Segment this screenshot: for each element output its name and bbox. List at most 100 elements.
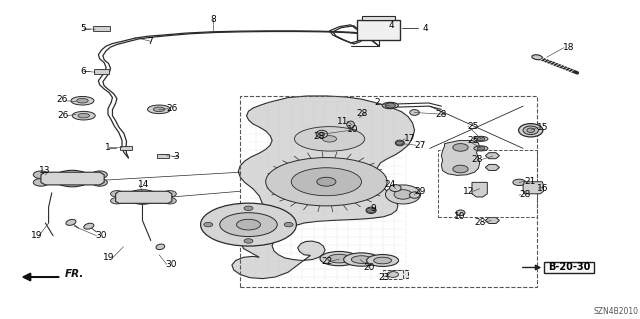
Circle shape <box>453 165 468 173</box>
Ellipse shape <box>266 158 387 206</box>
Text: SZN4B2010: SZN4B2010 <box>593 307 638 316</box>
Ellipse shape <box>366 207 376 213</box>
Ellipse shape <box>396 140 404 146</box>
Polygon shape <box>485 164 499 170</box>
Ellipse shape <box>367 255 399 266</box>
Text: 1: 1 <box>105 143 111 152</box>
Ellipse shape <box>382 102 398 109</box>
Ellipse shape <box>133 193 152 201</box>
Bar <box>390 270 408 278</box>
Circle shape <box>284 222 293 227</box>
Ellipse shape <box>410 110 419 115</box>
Ellipse shape <box>148 105 171 114</box>
Text: 19: 19 <box>31 231 42 240</box>
Text: 2: 2 <box>374 99 380 108</box>
Bar <box>357 20 401 40</box>
Circle shape <box>99 70 105 73</box>
Text: 28: 28 <box>475 218 486 227</box>
Text: 28: 28 <box>519 190 531 199</box>
Ellipse shape <box>532 55 543 60</box>
Text: 25: 25 <box>467 122 478 131</box>
Text: 18: 18 <box>563 43 574 52</box>
Text: 28: 28 <box>436 110 447 119</box>
Ellipse shape <box>71 96 94 105</box>
Text: 9: 9 <box>371 204 376 213</box>
Polygon shape <box>523 182 543 194</box>
Ellipse shape <box>390 185 401 192</box>
Circle shape <box>367 208 376 212</box>
Ellipse shape <box>474 136 488 141</box>
Text: 30: 30 <box>95 231 107 240</box>
Circle shape <box>111 191 124 197</box>
Text: 27: 27 <box>415 141 426 150</box>
Text: 15: 15 <box>537 122 548 132</box>
Text: 26: 26 <box>56 95 68 104</box>
Ellipse shape <box>84 223 94 229</box>
Ellipse shape <box>200 203 296 246</box>
Circle shape <box>33 171 49 179</box>
Circle shape <box>164 191 176 197</box>
Ellipse shape <box>78 113 90 118</box>
Text: 12: 12 <box>463 187 474 196</box>
Ellipse shape <box>67 176 77 181</box>
Circle shape <box>385 103 396 108</box>
Ellipse shape <box>54 170 91 187</box>
Bar <box>362 16 396 20</box>
Ellipse shape <box>220 213 277 236</box>
Ellipse shape <box>127 190 159 204</box>
Bar <box>438 150 537 217</box>
Bar <box>544 263 594 272</box>
Text: 3: 3 <box>173 152 179 161</box>
Text: B-20-30: B-20-30 <box>548 263 590 272</box>
Circle shape <box>513 179 525 186</box>
Circle shape <box>33 179 49 186</box>
Ellipse shape <box>394 190 412 199</box>
Text: 17: 17 <box>404 134 415 143</box>
Circle shape <box>98 27 105 30</box>
Polygon shape <box>120 146 132 150</box>
Ellipse shape <box>154 107 165 112</box>
Polygon shape <box>485 218 499 224</box>
Text: 14: 14 <box>138 181 149 189</box>
Polygon shape <box>157 154 169 158</box>
Circle shape <box>525 184 536 189</box>
Ellipse shape <box>456 210 465 216</box>
Ellipse shape <box>319 132 324 136</box>
Text: 8: 8 <box>211 15 216 24</box>
Circle shape <box>453 144 468 151</box>
Ellipse shape <box>316 130 328 138</box>
Circle shape <box>92 179 108 186</box>
Ellipse shape <box>320 251 358 266</box>
Ellipse shape <box>474 146 488 151</box>
Ellipse shape <box>527 128 534 132</box>
Text: 22: 22 <box>321 257 333 266</box>
Ellipse shape <box>374 257 392 264</box>
Text: 28: 28 <box>472 155 483 164</box>
Circle shape <box>111 197 124 204</box>
Circle shape <box>164 197 176 204</box>
Polygon shape <box>485 153 499 159</box>
Ellipse shape <box>344 253 380 266</box>
Text: 28: 28 <box>314 132 325 141</box>
Text: 21: 21 <box>524 177 536 186</box>
Text: 19: 19 <box>103 254 115 263</box>
Circle shape <box>204 222 212 227</box>
Text: 16: 16 <box>537 184 548 193</box>
Text: 4: 4 <box>423 24 428 33</box>
Text: 26: 26 <box>167 104 178 113</box>
Ellipse shape <box>523 126 538 135</box>
Text: 20: 20 <box>364 263 375 272</box>
Ellipse shape <box>72 111 95 120</box>
Polygon shape <box>93 26 110 32</box>
Circle shape <box>92 171 108 179</box>
Ellipse shape <box>156 244 164 250</box>
Polygon shape <box>472 182 487 197</box>
Text: FR.: FR. <box>65 270 84 279</box>
Ellipse shape <box>328 254 351 263</box>
Ellipse shape <box>291 168 362 196</box>
Circle shape <box>244 206 253 211</box>
Ellipse shape <box>518 123 543 137</box>
Circle shape <box>244 239 253 243</box>
Polygon shape <box>116 191 172 203</box>
Ellipse shape <box>138 195 147 199</box>
